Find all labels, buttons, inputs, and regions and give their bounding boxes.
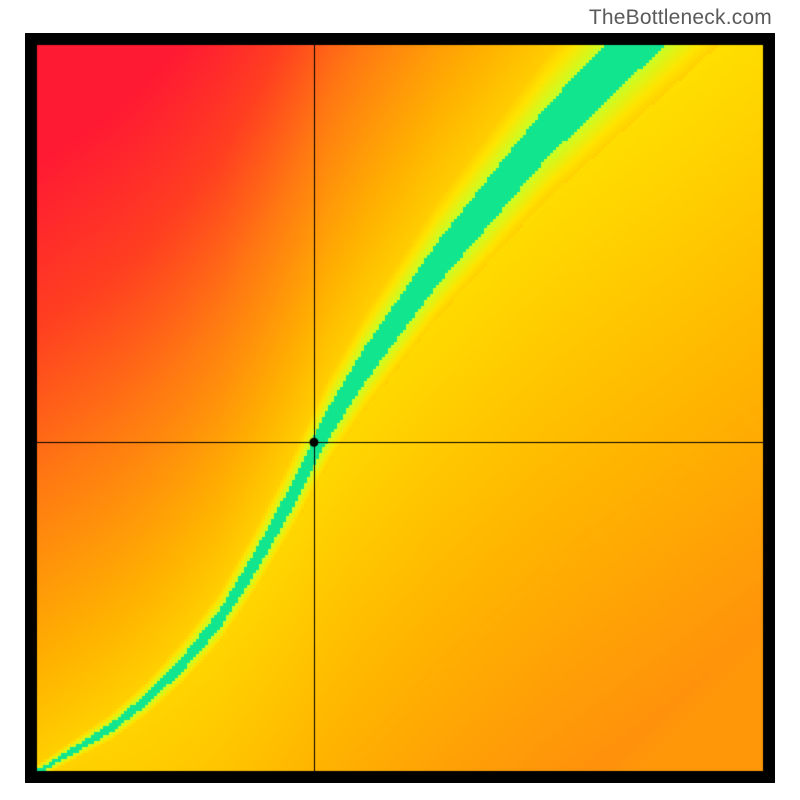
heatmap-canvas (25, 33, 775, 783)
watermark-text: TheBottleneck.com (589, 6, 772, 30)
heatmap-chart (25, 33, 775, 783)
